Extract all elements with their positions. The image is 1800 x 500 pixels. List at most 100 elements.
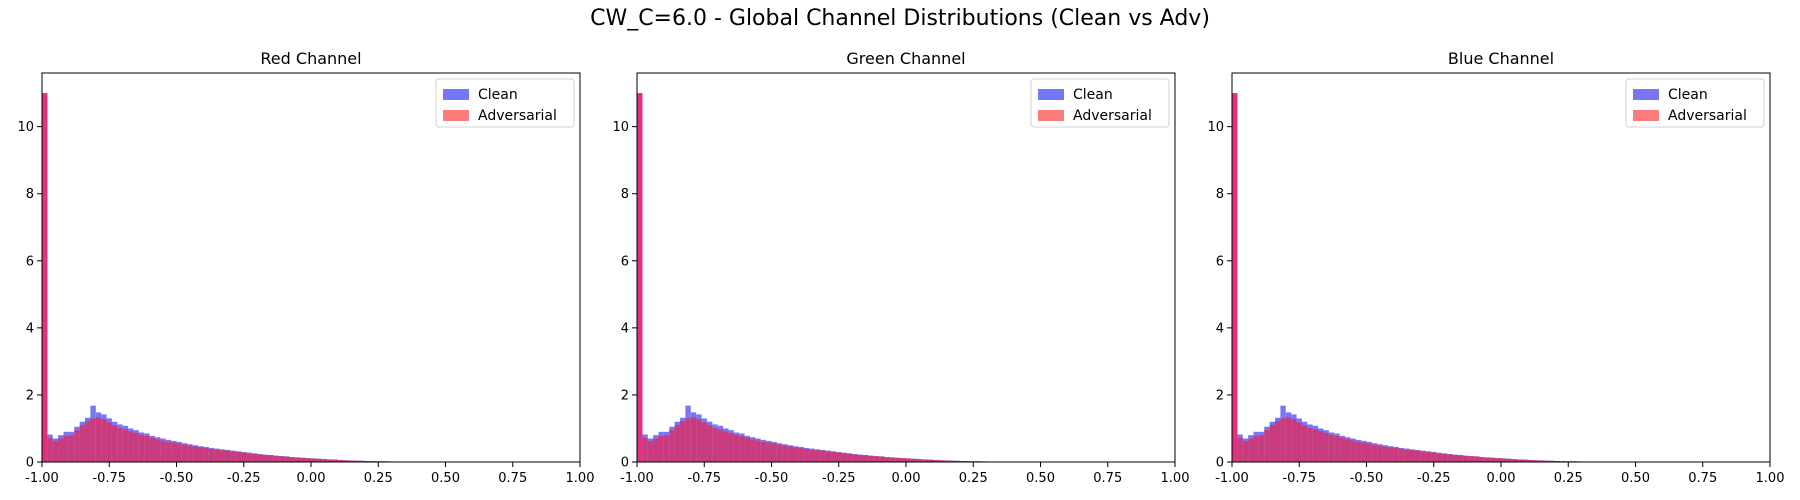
bar-overlap	[1312, 429, 1319, 462]
bar-overlap	[208, 448, 215, 462]
bar-overlap	[852, 454, 858, 462]
bar-overlap	[1258, 435, 1265, 462]
bar-overlap	[160, 440, 166, 462]
bar-overlap	[138, 434, 145, 462]
bar-overlap	[749, 439, 756, 462]
bar-overlap	[1452, 454, 1458, 462]
bar-overlap	[744, 437, 750, 462]
bar-overlap	[359, 460, 365, 462]
bar-overlap	[1350, 440, 1356, 462]
bar-overlap	[685, 418, 691, 462]
x-tick-label: 1.00	[566, 471, 595, 486]
bar-overlap	[938, 460, 944, 462]
bar-overlap	[793, 447, 799, 462]
bar-overlap	[1253, 435, 1259, 462]
bar-overlap	[760, 441, 767, 462]
bar-overlap	[364, 460, 371, 462]
x-tick-label: 1.00	[1161, 471, 1190, 486]
y-tick-label: 2	[621, 388, 629, 403]
y-tick-label: 2	[26, 388, 34, 403]
bar-overlap	[117, 427, 123, 462]
legend-swatch-clean	[1633, 89, 1659, 100]
bar-overlap	[305, 458, 311, 462]
bar-overlap	[1328, 434, 1335, 462]
y-tick-label: 4	[26, 321, 34, 336]
bar-overlap	[106, 422, 112, 462]
bar-overlap	[857, 454, 863, 462]
bar-overlap	[343, 460, 349, 462]
bar-overlap	[825, 451, 831, 462]
bar-overlap	[954, 460, 960, 462]
bar-overlap	[1484, 457, 1491, 462]
bar-overlap	[663, 435, 670, 462]
bar-overlap	[1479, 457, 1485, 462]
bar-overlap	[1420, 451, 1426, 462]
x-tick-label: 0.25	[959, 471, 988, 486]
bar-overlap	[658, 435, 664, 462]
y-tick-label: 0	[1216, 456, 1224, 471]
bar-overlap	[1285, 417, 1292, 462]
legend-label-adversarial: Adversarial	[1668, 108, 1747, 124]
bar-overlap	[348, 460, 355, 462]
bar-overlap	[1264, 430, 1270, 462]
legend-label-adversarial: Adversarial	[478, 108, 557, 124]
bar-overlap	[814, 450, 820, 462]
bar-overlap	[1474, 456, 1480, 462]
bar-overlap	[674, 425, 681, 462]
bar-overlap	[122, 429, 129, 462]
bar-overlap	[1522, 459, 1528, 462]
bar-overlap	[235, 451, 242, 462]
bar-overlap	[733, 434, 740, 462]
bar-overlap	[1436, 453, 1442, 462]
y-tick-label: 2	[1216, 388, 1224, 403]
bar-overlap	[1495, 458, 1501, 462]
chart-panel-0: Red Channel -1.00 -0.75 -0.50 -0.25 0.00 0.25 0…	[17, 49, 594, 486]
bar-overlap	[1242, 441, 1249, 462]
legend-swatch-clean	[1038, 89, 1064, 100]
y-tick-label: 10	[1207, 120, 1224, 135]
bar-overlap	[101, 419, 107, 462]
bar-overlap	[922, 459, 928, 462]
bar-overlap	[696, 419, 702, 462]
y-tick-label: 6	[1216, 254, 1224, 269]
bar-overlap	[1511, 459, 1518, 462]
bar-overlap	[846, 453, 853, 462]
bar-overlap	[862, 455, 869, 462]
x-tick-label: 0.50	[431, 471, 460, 486]
bar-overlap	[149, 437, 155, 462]
bar-overlap	[1301, 425, 1308, 462]
x-tick-label: -0.25	[227, 471, 261, 486]
x-tick-label: 0.75	[498, 471, 527, 486]
y-tick-label: 8	[1216, 187, 1224, 202]
bar-overlap	[1490, 457, 1496, 462]
chart-legend: Clean Adversarial	[1030, 78, 1170, 128]
bar-overlap	[154, 439, 161, 462]
bar-overlap	[251, 453, 258, 462]
legend-label-adversarial: Adversarial	[1073, 108, 1152, 124]
histogram-bars	[1232, 93, 1609, 462]
bar-overlap	[1382, 446, 1389, 462]
x-tick-label: -0.25	[822, 471, 856, 486]
x-tick-label: 0.25	[364, 471, 393, 486]
bar-overlap	[895, 457, 901, 462]
bar-overlap	[690, 417, 697, 462]
bar-overlap	[74, 430, 80, 462]
bar-overlap	[192, 446, 199, 462]
bar-overlap	[841, 453, 847, 462]
y-tick-label: 4	[621, 321, 629, 336]
bar-overlap	[771, 443, 777, 462]
bar-overlap	[1323, 432, 1329, 462]
bar-overlap	[1398, 448, 1405, 462]
bar-overlap	[230, 451, 236, 462]
bar-overlap	[257, 454, 263, 462]
legend-box	[1030, 78, 1170, 128]
bar-overlap	[1409, 450, 1415, 462]
bar-overlap	[916, 459, 923, 462]
bar-overlap	[79, 425, 86, 462]
bar-overlap	[273, 455, 279, 462]
bar-overlap	[95, 417, 102, 462]
bar-overlap	[203, 447, 209, 462]
bar-overlap	[321, 459, 328, 462]
y-tick-label: 6	[26, 254, 34, 269]
bar-overlap	[1404, 449, 1410, 462]
